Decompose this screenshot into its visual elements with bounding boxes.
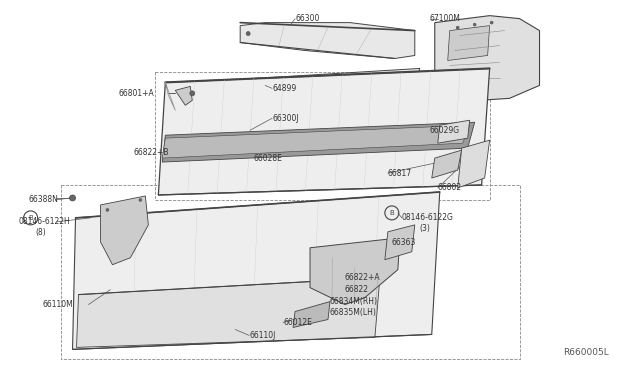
Text: 67100M: 67100M — [430, 14, 461, 23]
Polygon shape — [432, 150, 461, 178]
Polygon shape — [438, 120, 470, 143]
Circle shape — [473, 23, 476, 26]
Circle shape — [190, 91, 195, 96]
Text: 66822+B: 66822+B — [133, 148, 169, 157]
Polygon shape — [293, 302, 330, 327]
Circle shape — [106, 208, 109, 211]
Text: B: B — [390, 210, 394, 216]
Text: 66834M(RH): 66834M(RH) — [330, 297, 378, 306]
Text: 08146-6122H: 08146-6122H — [19, 217, 70, 227]
Text: 66029G: 66029G — [430, 126, 460, 135]
Polygon shape — [100, 196, 148, 265]
Text: 66817: 66817 — [388, 169, 412, 177]
Text: 66012E: 66012E — [283, 318, 312, 327]
Text: 66802: 66802 — [438, 183, 462, 192]
Text: 66110J: 66110J — [249, 331, 276, 340]
Polygon shape — [310, 238, 400, 305]
Text: 66300J: 66300J — [272, 114, 299, 123]
Text: 66388N: 66388N — [29, 195, 58, 205]
Circle shape — [490, 21, 493, 24]
Polygon shape — [435, 16, 540, 100]
Text: (8): (8) — [36, 228, 46, 237]
Polygon shape — [240, 23, 415, 58]
Text: 66801+A: 66801+A — [118, 89, 154, 98]
Text: 66835M(LH): 66835M(LH) — [330, 308, 377, 317]
Text: 66300: 66300 — [295, 14, 319, 23]
Polygon shape — [158, 68, 490, 195]
Polygon shape — [250, 68, 420, 96]
Polygon shape — [163, 125, 470, 158]
Text: 66028E: 66028E — [253, 154, 282, 163]
Text: 08146-6122G: 08146-6122G — [402, 214, 454, 222]
Text: 66822: 66822 — [345, 285, 369, 294]
Text: 66110M: 66110M — [43, 300, 74, 309]
Polygon shape — [175, 86, 192, 105]
Polygon shape — [72, 192, 440, 349]
Circle shape — [139, 198, 142, 202]
Polygon shape — [458, 140, 490, 188]
Polygon shape — [385, 225, 415, 260]
Polygon shape — [77, 278, 380, 347]
Text: 64899: 64899 — [272, 84, 296, 93]
Circle shape — [70, 195, 76, 201]
Text: B: B — [28, 215, 33, 221]
Polygon shape — [448, 26, 490, 61]
Text: (3): (3) — [420, 224, 431, 233]
Text: R660005L: R660005L — [564, 348, 609, 357]
Text: 66363: 66363 — [392, 238, 416, 247]
Circle shape — [456, 26, 459, 29]
Circle shape — [246, 32, 250, 36]
Text: 66822+A: 66822+A — [345, 273, 381, 282]
Polygon shape — [163, 122, 475, 162]
